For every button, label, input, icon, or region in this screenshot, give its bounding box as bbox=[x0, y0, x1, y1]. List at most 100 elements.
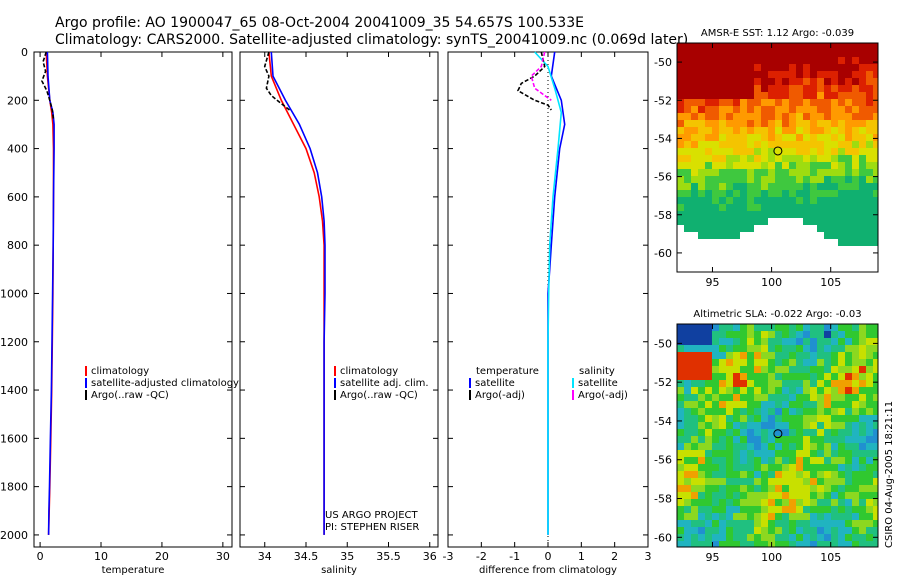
map-cell bbox=[691, 471, 698, 478]
map-cell bbox=[705, 106, 712, 113]
map-cell bbox=[782, 197, 789, 204]
map-cell bbox=[768, 387, 775, 394]
map-cell bbox=[733, 380, 740, 387]
map-cell bbox=[775, 78, 782, 85]
map-cell bbox=[873, 513, 878, 520]
map-cell bbox=[754, 352, 761, 359]
map-cell bbox=[691, 190, 698, 197]
map-cell bbox=[684, 113, 691, 120]
map-cell bbox=[796, 211, 803, 218]
map-cell bbox=[803, 211, 810, 218]
map-cell bbox=[838, 331, 845, 338]
map-cell bbox=[803, 50, 810, 57]
map-cell bbox=[761, 394, 768, 401]
map-cell bbox=[712, 211, 719, 218]
map-cell bbox=[803, 380, 810, 387]
map-cell bbox=[859, 387, 866, 394]
map-cell bbox=[747, 106, 754, 113]
map-cell bbox=[684, 492, 691, 499]
map-cell bbox=[747, 513, 754, 520]
map-cell bbox=[866, 232, 873, 239]
map-cell bbox=[775, 197, 782, 204]
map-cell bbox=[866, 429, 873, 436]
map-cell bbox=[698, 345, 705, 352]
map-cell bbox=[845, 359, 852, 366]
map-cell bbox=[705, 401, 712, 408]
map-cell bbox=[810, 485, 817, 492]
map-cell bbox=[817, 443, 824, 450]
map-cell bbox=[726, 134, 733, 141]
map-cell bbox=[789, 85, 796, 92]
map-cell bbox=[866, 148, 873, 155]
map-cell bbox=[810, 387, 817, 394]
map-cell bbox=[866, 50, 873, 57]
map-cell bbox=[782, 373, 789, 380]
map-cell bbox=[838, 373, 845, 380]
map-cell bbox=[726, 499, 733, 506]
map-cell bbox=[733, 57, 740, 64]
map-cell bbox=[677, 345, 684, 352]
map-cell bbox=[817, 429, 824, 436]
map-cell bbox=[754, 485, 761, 492]
map-cell bbox=[866, 134, 873, 141]
map-cell bbox=[677, 324, 684, 331]
map-cell bbox=[691, 527, 698, 534]
map-cell bbox=[817, 401, 824, 408]
map-cell bbox=[740, 211, 747, 218]
map-cell bbox=[845, 64, 852, 71]
map-cell bbox=[684, 429, 691, 436]
map-cell bbox=[761, 401, 768, 408]
legend-label: Argo(..raw -QC) bbox=[340, 390, 418, 401]
map-cell bbox=[719, 92, 726, 99]
map-cell bbox=[859, 485, 866, 492]
map-cell bbox=[761, 218, 768, 225]
map-cell bbox=[740, 169, 747, 176]
map-cell bbox=[852, 176, 859, 183]
map-cell bbox=[698, 520, 705, 527]
map-cell bbox=[873, 443, 878, 450]
y-tick-label: 200 bbox=[7, 94, 28, 107]
map-cell bbox=[719, 197, 726, 204]
map-cell bbox=[747, 57, 754, 64]
map-cell bbox=[845, 464, 852, 471]
map-cell bbox=[726, 106, 733, 113]
map-cell bbox=[712, 520, 719, 527]
map-cell bbox=[691, 485, 698, 492]
map-cell bbox=[796, 352, 803, 359]
map-cell bbox=[845, 373, 852, 380]
map-cell bbox=[803, 197, 810, 204]
map-cell bbox=[810, 429, 817, 436]
map-cell bbox=[831, 57, 838, 64]
map-cell bbox=[831, 401, 838, 408]
map-cell bbox=[831, 331, 838, 338]
y-tick-label: 600 bbox=[7, 191, 28, 204]
map-cell bbox=[726, 113, 733, 120]
map-cell bbox=[726, 162, 733, 169]
map-cell bbox=[859, 78, 866, 85]
map-cell bbox=[768, 520, 775, 527]
map-cell bbox=[733, 359, 740, 366]
map-cell bbox=[775, 380, 782, 387]
map-cell bbox=[775, 204, 782, 211]
map-cell bbox=[859, 331, 866, 338]
map-cell bbox=[705, 492, 712, 499]
map-cell bbox=[852, 457, 859, 464]
map-cell bbox=[747, 338, 754, 345]
map-cell bbox=[768, 415, 775, 422]
map-cell bbox=[747, 492, 754, 499]
map-cell bbox=[698, 141, 705, 148]
map-cell bbox=[838, 190, 845, 197]
map-cell bbox=[775, 183, 782, 190]
map-cell bbox=[789, 169, 796, 176]
map-cell bbox=[698, 527, 705, 534]
map-cell bbox=[712, 352, 719, 359]
map-cell bbox=[789, 338, 796, 345]
map-cell bbox=[740, 225, 747, 232]
map-cell bbox=[747, 471, 754, 478]
map-cell bbox=[684, 373, 691, 380]
map-cell bbox=[824, 43, 831, 50]
map-cell bbox=[754, 387, 761, 394]
x-tick-label: -2 bbox=[476, 550, 487, 563]
map-cell bbox=[754, 492, 761, 499]
map-cell bbox=[761, 373, 768, 380]
